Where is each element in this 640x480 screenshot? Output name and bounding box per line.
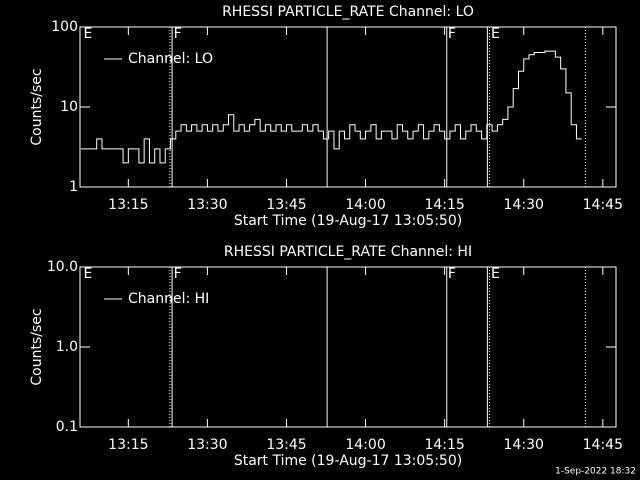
event-flag: F xyxy=(448,266,456,282)
x-axis-title: Start Time (19-Aug-17 13:05:50) xyxy=(234,213,462,229)
event-flag: F xyxy=(174,266,182,282)
x-tick-label: 14:00 xyxy=(345,197,385,213)
x-tick-label: 13:15 xyxy=(108,437,148,453)
x-tick-label: 13:45 xyxy=(266,437,306,453)
x-tick-label: 14:15 xyxy=(424,437,464,453)
y-tick-label: 10.0 xyxy=(47,259,78,275)
x-tick-label: 14:00 xyxy=(345,437,385,453)
data-line xyxy=(80,50,582,164)
footer: 1-Sep-2022 18:32 xyxy=(555,467,636,477)
legend-label: Channel: HI xyxy=(128,291,209,307)
x-tick-label: 14:30 xyxy=(504,197,544,213)
y-tick-label: 1.0 xyxy=(56,339,78,355)
legend-label: Channel: LO xyxy=(128,51,213,67)
y-tick-label: 100 xyxy=(51,19,78,35)
x-tick-label: 14:45 xyxy=(583,197,623,213)
x-axis-title: Start Time (19-Aug-17 13:05:50) xyxy=(234,453,462,469)
event-flag: F xyxy=(448,26,456,42)
x-tick-label: 13:30 xyxy=(187,197,227,213)
event-flag: E xyxy=(84,26,93,42)
x-tick-label: 14:45 xyxy=(583,437,623,453)
x-tick-label: 13:45 xyxy=(266,197,306,213)
x-tick-label: 14:30 xyxy=(504,437,544,453)
chart-title: RHESSI PARTICLE_RATE Channel: LO xyxy=(222,4,474,20)
event-flag: E xyxy=(491,26,500,42)
event-flag: F xyxy=(174,26,182,42)
x-tick-label: 13:15 xyxy=(108,197,148,213)
y-axis-title: Counts/sec xyxy=(29,68,45,145)
event-flag: E xyxy=(84,266,93,282)
y-tick-label: 10 xyxy=(60,99,78,115)
event-flag: E xyxy=(491,266,500,282)
x-tick-label: 13:30 xyxy=(187,437,227,453)
y-tick-label: 0.1 xyxy=(56,419,78,435)
chart-title: RHESSI PARTICLE_RATE Channel: HI xyxy=(224,244,472,260)
y-axis-title: Counts/sec xyxy=(29,308,45,385)
y-tick-label: 1 xyxy=(69,179,78,195)
x-tick-label: 14:15 xyxy=(424,197,464,213)
